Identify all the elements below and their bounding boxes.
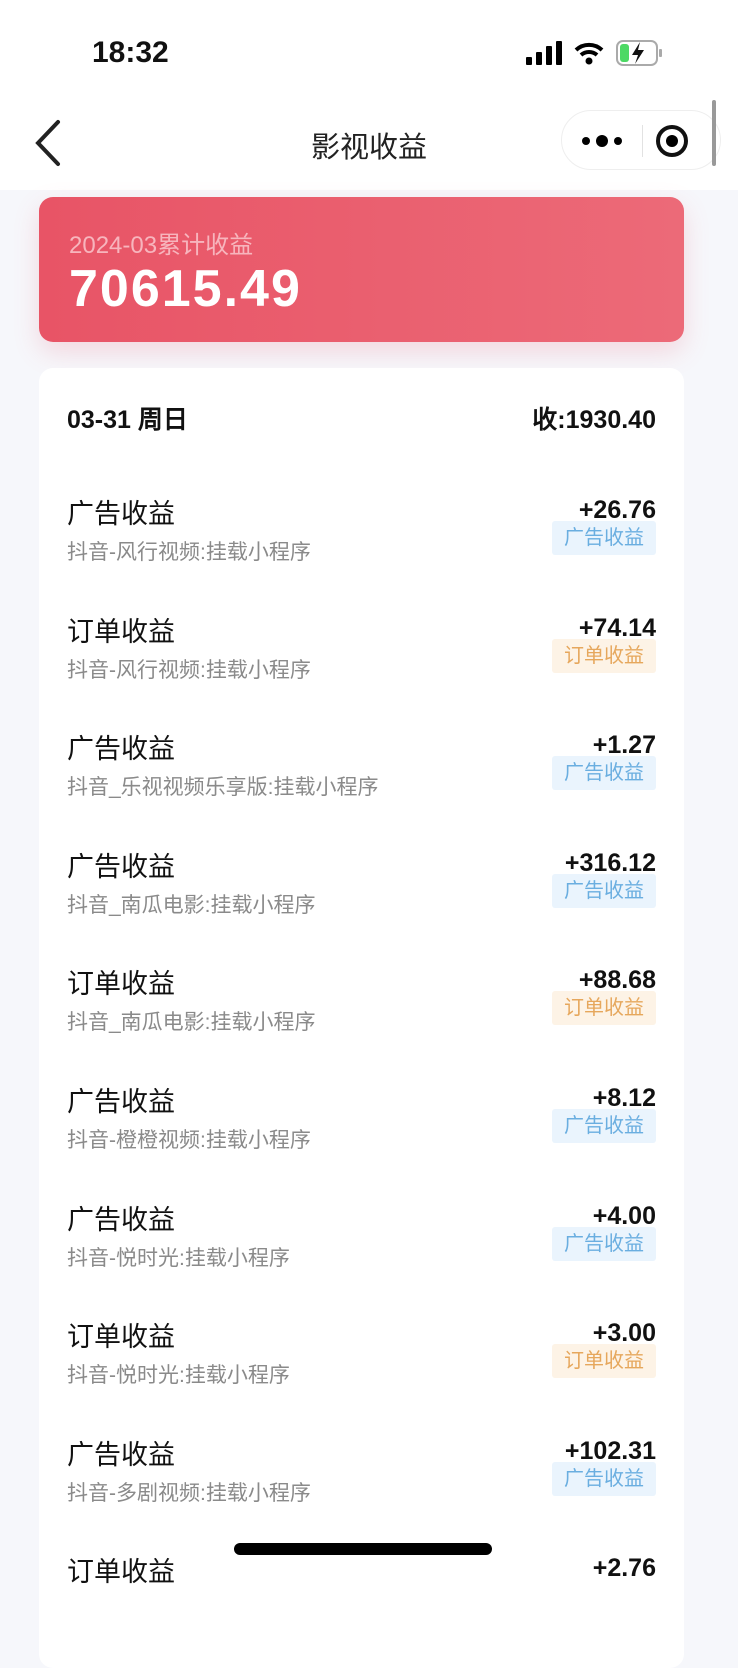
item-source: 抖音-风行视频:挂载小程序	[67, 658, 311, 682]
item-source: 抖音_乐视视频乐享版:挂载小程序	[67, 776, 379, 800]
item-amount: +74.14	[578, 613, 656, 642]
item-source: 抖音-悦时光:挂载小程序	[67, 1246, 290, 1270]
item-amount: +1.27	[592, 731, 656, 760]
summary-label: 2024-03累计收益	[69, 232, 254, 259]
item-amount: +316.12	[564, 848, 656, 877]
daily-income-card: 03-31 周日 收:1930.40 广告收益 抖音-风行视频:挂载小程序 +2…	[39, 368, 684, 1668]
item-amount: +102.31	[564, 1436, 656, 1465]
item-amount: +3.00	[592, 1319, 656, 1348]
item-title: 广告收益	[67, 1087, 175, 1117]
item-type-tag: 广告收益	[552, 521, 656, 555]
item-type-tag: 广告收益	[552, 873, 656, 908]
capsule-divider	[642, 125, 643, 157]
day-date: 03-31 周日	[67, 406, 188, 434]
signal-icon	[526, 41, 562, 65]
income-list-item[interactable]: 广告收益 抖音_南瓜电影:挂载小程序 +316.12 广告收益	[39, 845, 684, 962]
more-dots-icon[interactable]	[576, 129, 628, 153]
income-list-item[interactable]: 订单收益 抖音-悦时光:挂载小程序 +3.00 订单收益	[39, 1315, 684, 1432]
item-title: 广告收益	[67, 499, 175, 529]
item-source: 抖音_南瓜电影:挂载小程序	[67, 1011, 316, 1035]
item-title: 广告收益	[67, 851, 175, 882]
battery-charging-icon	[616, 40, 662, 66]
scrollbar[interactable]	[712, 100, 716, 166]
page-title: 影视收益	[310, 132, 427, 164]
nav-bar: 影视收益	[0, 100, 738, 190]
item-source: 抖音-悦时光:挂载小程序	[67, 1364, 290, 1388]
item-title: 广告收益	[67, 1204, 175, 1235]
item-source: 抖音_南瓜电影:挂载小程序	[67, 893, 316, 917]
item-type-tag: 广告收益	[552, 1109, 656, 1143]
item-source: 抖音-多剧视频:挂载小程序	[67, 1481, 311, 1505]
income-list-item[interactable]: 订单收益 +2.76	[39, 1550, 684, 1667]
income-list-item[interactable]: 广告收益 抖音_乐视视频乐享版:挂载小程序 +1.27 广告收益	[39, 727, 684, 844]
item-source: 抖音-橙橙视频:挂载小程序	[67, 1129, 311, 1152]
item-title: 订单收益	[67, 1557, 175, 1588]
item-source: 抖音-风行视频:挂载小程序	[67, 541, 311, 564]
item-amount: +88.68	[578, 966, 656, 995]
item-title: 广告收益	[67, 1439, 175, 1470]
income-list-item[interactable]: 广告收益 抖音-橙橙视频:挂载小程序 +8.12 广告收益	[39, 1080, 684, 1197]
item-type-tag: 广告收益	[552, 756, 656, 791]
income-list-item[interactable]: 订单收益 抖音_南瓜电影:挂载小程序 +88.68 订单收益	[39, 962, 684, 1079]
mini-program-capsule	[561, 110, 721, 170]
item-title: 订单收益	[67, 616, 175, 647]
item-type-tag: 订单收益	[552, 638, 656, 673]
income-list-item[interactable]: 广告收益 抖音-多剧视频:挂载小程序 +102.31 广告收益	[39, 1433, 684, 1550]
item-title: 广告收益	[67, 734, 175, 765]
item-type-tag: 广告收益	[552, 1226, 656, 1261]
status-bar: 18:32	[0, 0, 738, 100]
chevron-left-icon[interactable]	[30, 118, 70, 168]
item-amount: +2.76	[592, 1554, 656, 1583]
item-type-tag: 订单收益	[552, 1344, 656, 1379]
item-amount: +8.12	[592, 1084, 656, 1112]
monthly-summary-card: 2024-03累计收益 70615.49	[39, 197, 684, 342]
item-amount: +4.00	[592, 1201, 656, 1230]
wifi-icon	[574, 42, 604, 65]
income-list-item[interactable]: 订单收益 抖音-风行视频:挂载小程序 +74.14 订单收益	[39, 610, 684, 727]
summary-amount: 70615.49	[69, 260, 302, 318]
item-title: 订单收益	[67, 969, 175, 1000]
target-circle-icon[interactable]	[654, 123, 690, 159]
day-total: 收:1930.40	[532, 406, 656, 434]
item-type-tag: 广告收益	[552, 1461, 656, 1496]
income-list-item[interactable]: 广告收益 抖音-风行视频:挂载小程序 +26.76 广告收益	[39, 492, 684, 609]
item-title: 订单收益	[67, 1322, 175, 1353]
item-amount: +26.76	[578, 496, 656, 524]
income-list-item[interactable]: 广告收益 抖音-悦时光:挂载小程序 +4.00 广告收益	[39, 1198, 684, 1315]
home-indicator[interactable]	[234, 1543, 492, 1555]
item-type-tag: 订单收益	[552, 991, 656, 1026]
status-time: 18:32	[92, 36, 169, 69]
